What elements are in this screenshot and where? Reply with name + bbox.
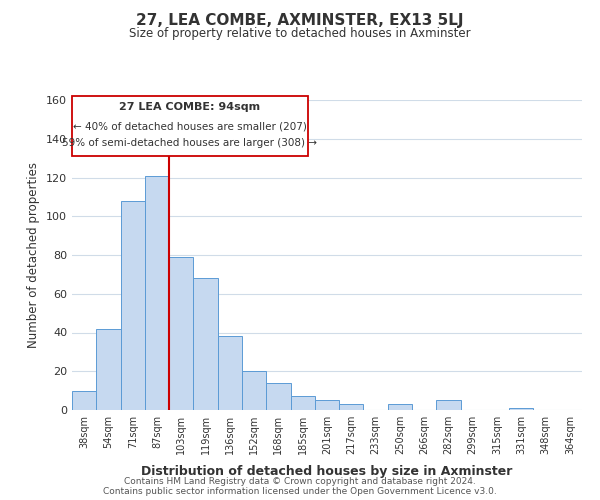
FancyBboxPatch shape [72,96,308,156]
Bar [315,400,339,410]
Bar [218,336,242,410]
Bar [169,257,193,410]
Y-axis label: Number of detached properties: Number of detached properties [28,162,40,348]
Text: Contains HM Land Registry data © Crown copyright and database right 2024.: Contains HM Land Registry data © Crown c… [124,477,476,486]
Bar [266,383,290,410]
Bar [436,400,461,410]
Bar [96,328,121,410]
Bar [145,176,169,410]
Bar [339,404,364,410]
Text: 59% of semi-detached houses are larger (308) →: 59% of semi-detached houses are larger (… [62,138,317,148]
Bar [388,404,412,410]
Bar [242,371,266,410]
Bar [121,200,145,410]
Bar [290,396,315,410]
Text: ← 40% of detached houses are smaller (207): ← 40% of detached houses are smaller (20… [73,121,307,131]
Text: 27, LEA COMBE, AXMINSTER, EX13 5LJ: 27, LEA COMBE, AXMINSTER, EX13 5LJ [136,12,464,28]
Bar [72,390,96,410]
Bar [509,408,533,410]
Text: Size of property relative to detached houses in Axminster: Size of property relative to detached ho… [129,28,471,40]
Bar [193,278,218,410]
X-axis label: Distribution of detached houses by size in Axminster: Distribution of detached houses by size … [142,466,512,478]
Text: 27 LEA COMBE: 94sqm: 27 LEA COMBE: 94sqm [119,102,260,112]
Text: Contains public sector information licensed under the Open Government Licence v3: Contains public sector information licen… [103,487,497,496]
